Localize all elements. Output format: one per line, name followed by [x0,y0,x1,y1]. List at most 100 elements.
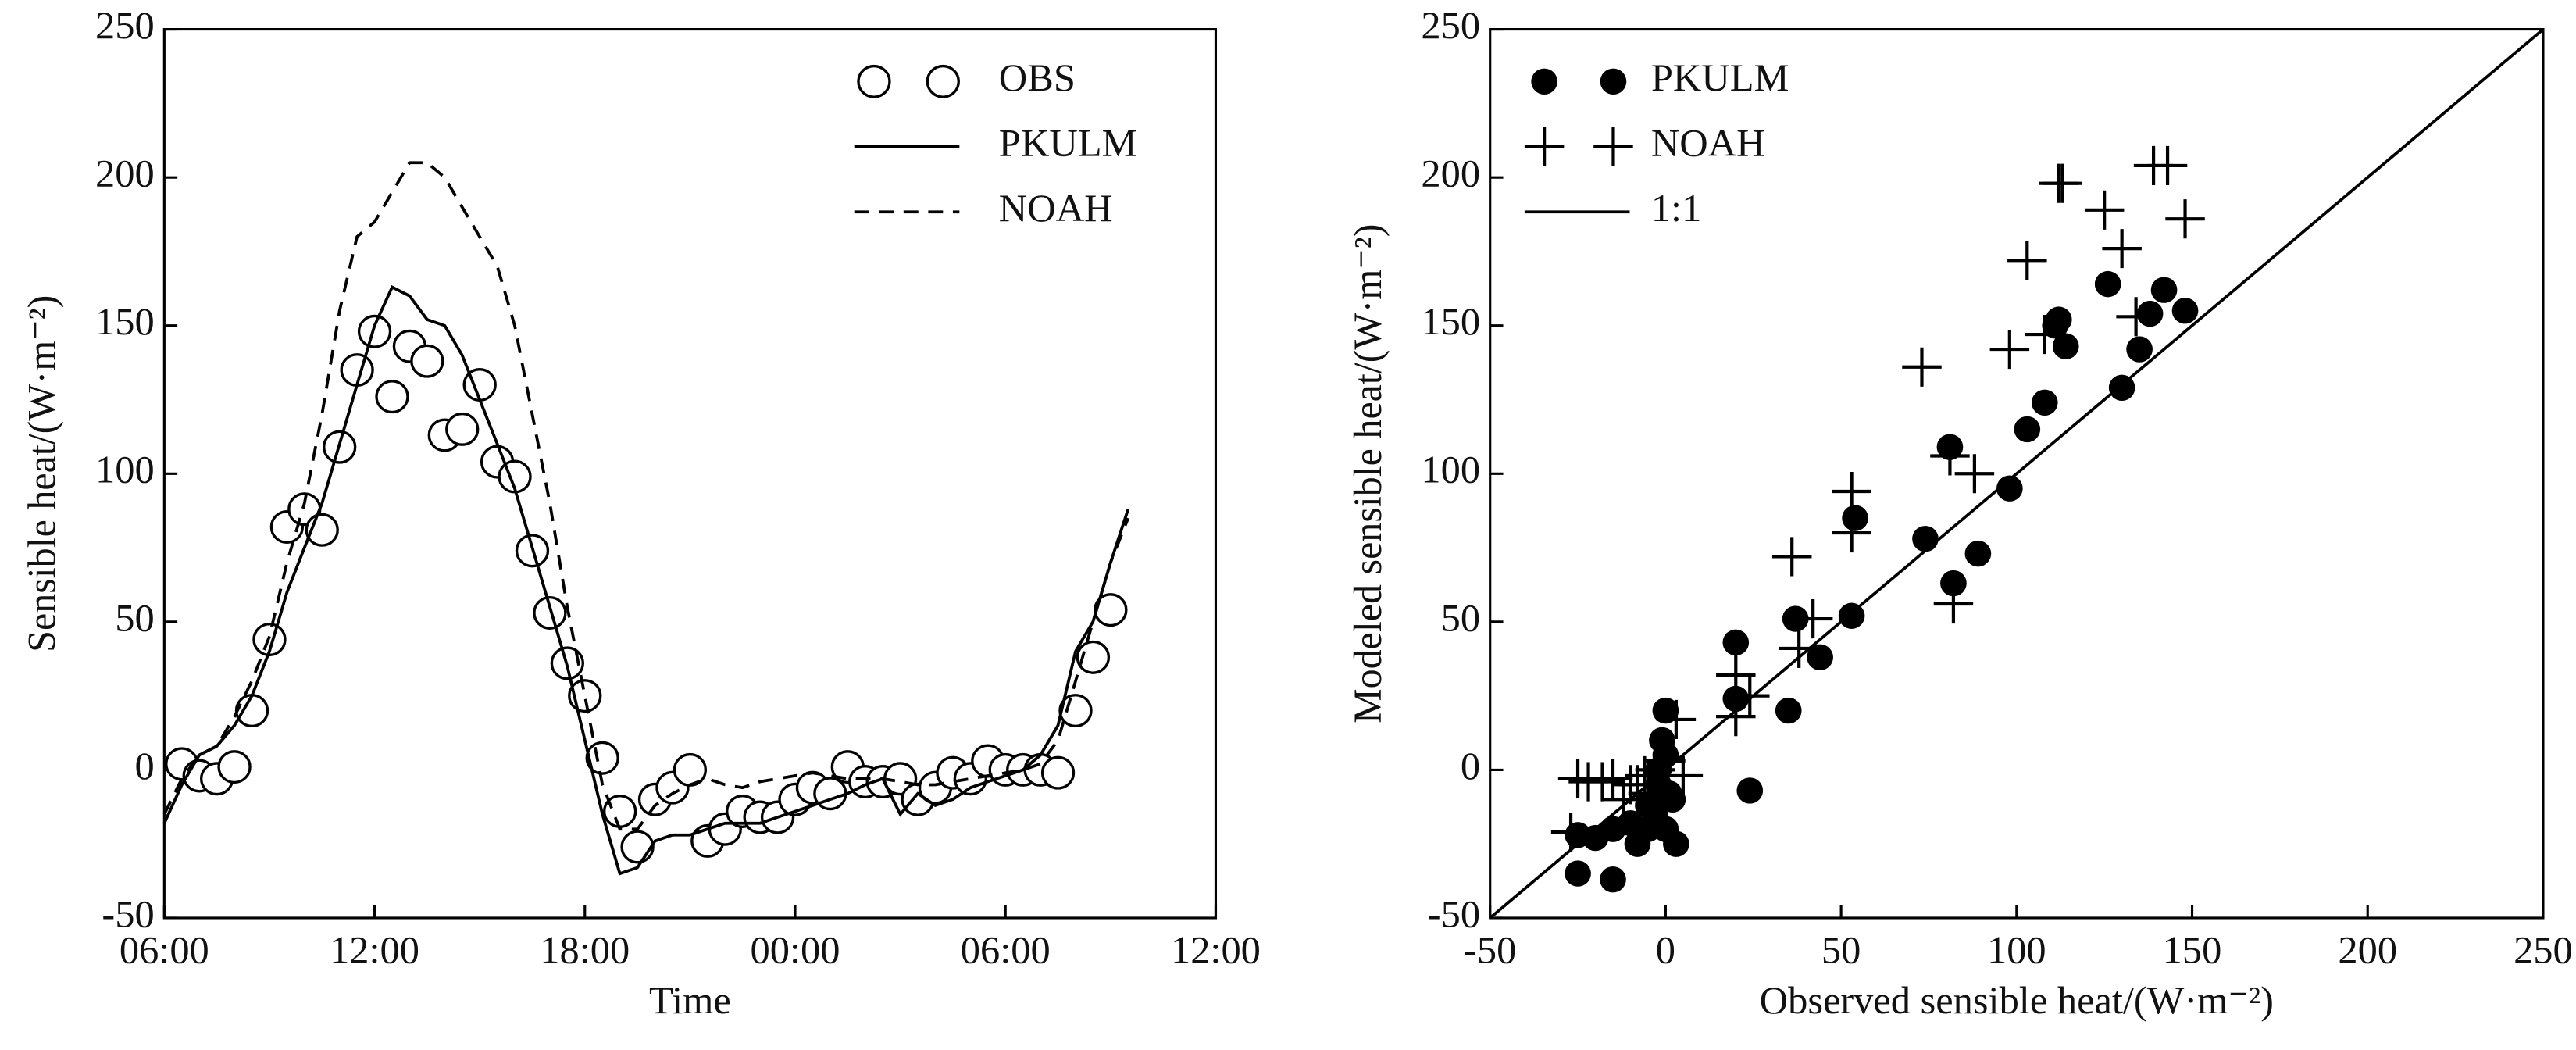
plus-marker [1716,697,1756,737]
plus-marker [2007,241,2047,280]
obs-marker [217,750,252,784]
y-tick-label: -50 [102,892,154,936]
obs-marker [857,64,891,98]
plus-marker [1930,436,1970,476]
plus-marker [1779,628,1819,668]
dot-marker [1652,697,1679,724]
x-tick-label: 06:00 [120,928,209,972]
plus-marker [2043,163,2082,203]
x-tick-label: 06:00 [961,928,1051,972]
legend-label: 1:1 [1651,186,1701,230]
plus-marker [1954,454,1995,494]
plus-marker [1646,741,1686,781]
plus-marker [2165,199,2205,239]
plus-marker [1716,655,1756,695]
y-tick-label: 50 [1441,595,1480,639]
plus-marker [1582,762,1622,802]
y-tick-label: -50 [1428,892,1480,936]
plus-marker [1989,329,2030,370]
plus-marker [2147,145,2188,186]
dot-marker [1565,860,1591,887]
obs-marker [1076,640,1111,674]
x-tick-label: 00:00 [751,928,840,972]
x-tick-label: 250 [2514,928,2573,972]
y-tick-label: 100 [95,448,155,491]
dot-marker [1842,505,1868,531]
legend-label: OBS [999,55,1076,99]
solid-line [162,284,1130,876]
plus-marker [2116,297,2156,337]
x-tick-label: 100 [1987,928,2046,972]
x-tick-label: 18:00 [540,928,630,972]
obs-marker [1040,755,1076,790]
dot-marker [1807,644,1833,671]
y-tick-label: 200 [95,152,155,195]
plus-marker [1933,584,1974,624]
x-tick-label: 12:00 [330,928,419,972]
dot-marker [2094,270,2121,298]
plus-marker [1793,598,1833,639]
obs-marker [410,344,444,378]
dot-marker [1912,525,1939,552]
solid-line [1489,28,2545,920]
plus-marker [1730,676,1770,716]
plus-marker [1656,699,1697,739]
dot-marker [1663,830,1689,857]
legend-label: NOAH [1651,120,1765,164]
plus-marker [1593,759,1633,798]
plus-marker [1902,347,1942,387]
obs-marker [445,412,480,446]
plus-marker [2102,229,2142,269]
dot-marker [2150,277,2178,303]
plus-marker [1635,750,1675,790]
x-tick-label: -50 [1464,928,1516,972]
plus-marker [1524,127,1565,166]
x-tick-label: 12:00 [1171,928,1261,972]
x-axis-label: Observed sensible heat/(W·m⁻²) [1760,978,2274,1022]
plus-marker [1771,537,1812,577]
legend-label: PKULM [999,120,1137,164]
plus-marker [1593,127,1633,166]
dot-marker [1996,475,2023,502]
dot-marker [1775,697,1802,724]
dot-marker [1736,777,1764,804]
dot-marker [2031,389,2058,416]
y-tick-label: 250 [95,3,155,47]
dot-marker [2014,416,2041,443]
x-tick-label: 0 [1656,928,1675,972]
legend-label: PKULM [1651,55,1789,99]
y-axis-label: Modeled sensible heat/(W·m⁻²) [1346,224,1390,723]
dot-marker [1600,866,1626,893]
dot-marker [1531,68,1557,95]
x-tick-label: 50 [1821,928,1861,972]
obs-marker [620,830,655,864]
obs-marker [234,694,269,728]
y-tick-label: 250 [1421,3,1480,47]
x-axis-label: Time [649,978,731,1022]
plus-marker [1618,765,1657,805]
y-tick-label: 0 [134,744,154,788]
dot-marker [2052,333,2079,359]
dot-marker [1722,629,1750,656]
y-tick-label: 150 [1421,299,1480,343]
x-tick-label: 150 [2163,928,2222,972]
dot-marker [2126,336,2153,362]
y-tick-label: 150 [95,299,155,343]
y-tick-label: 100 [1421,448,1480,491]
dot-marker [2108,374,2135,402]
y-axis-label: Sensible heat/(W·m⁻²) [20,295,63,652]
dot-marker [1600,68,1627,95]
plus-marker [1832,513,1871,553]
plus-marker [1663,755,1704,796]
plus-marker [2025,315,2065,355]
plus-marker [1550,812,1591,852]
plus-marker [1628,773,1668,813]
dot-marker [2136,300,2164,327]
plus-marker [1832,471,1871,512]
y-tick-label: 200 [1421,152,1480,195]
x-tick-label: 200 [2338,928,2397,972]
dot-marker [1838,602,1865,629]
dashed-line [162,161,1130,831]
